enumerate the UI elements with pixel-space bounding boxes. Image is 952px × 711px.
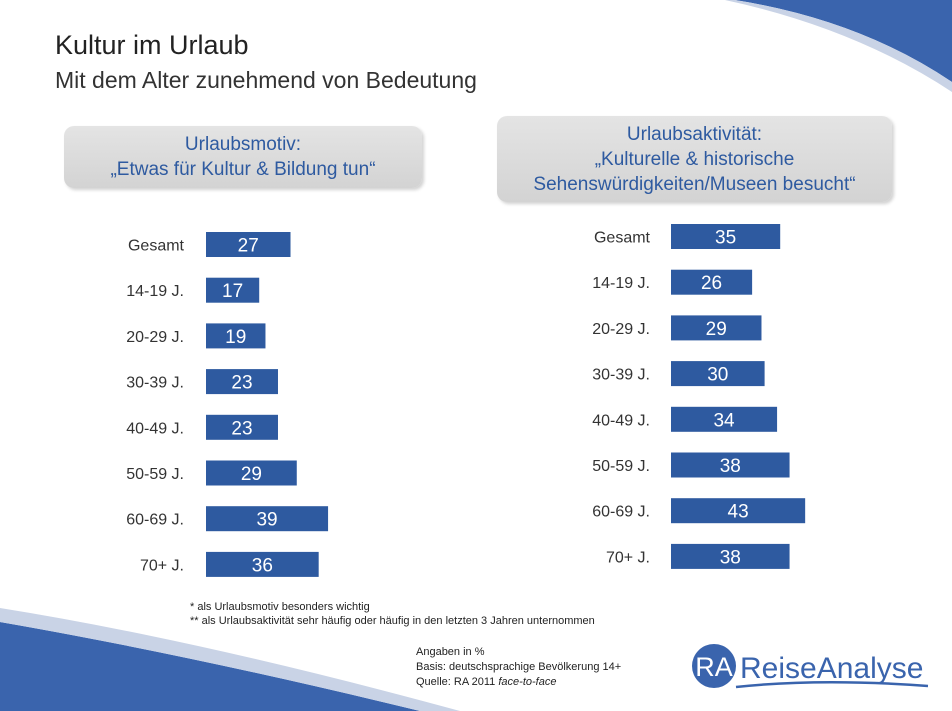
data-label: 26 [701, 273, 722, 294]
bar [206, 551, 319, 577]
footnote-1: * als Urlaubsmotiv besonders wichtig [190, 601, 370, 613]
category-label: 20-29 J. [126, 329, 184, 346]
data-label: 23 [231, 373, 252, 394]
source-info: Angaben in % Basis: deutschsprachige Bev… [416, 645, 621, 690]
source-method: face-to-face [498, 676, 557, 688]
bar [671, 498, 806, 524]
bar [671, 452, 790, 478]
bar [671, 315, 762, 341]
category-label: 60-69 J. [126, 512, 184, 529]
category-label: 50-59 J. [126, 466, 184, 483]
data-label: 38 [720, 547, 741, 568]
left-panel-line2: „Etwas für Kultur & Bildung tun“ [110, 159, 376, 180]
source-basis: Basis: deutschsprachige Bevölkerung 14+ [416, 661, 622, 673]
right-panel-line3: Sehenswürdigkeiten/Museen besucht“ [533, 173, 856, 195]
data-label: 30 [707, 365, 728, 386]
bar [206, 277, 260, 303]
data-label: 17 [222, 281, 243, 302]
data-label: 35 [715, 228, 736, 249]
category-label: 30-39 J. [126, 375, 184, 392]
source-unit: Angaben in % [416, 646, 485, 658]
logo-mark: RA [695, 652, 733, 682]
right-panel-line1: Urlaubsaktivität: [626, 123, 763, 145]
data-label: 29 [241, 464, 262, 485]
source-origin: Quelle: RA 2011 face-to-face [416, 676, 557, 688]
category-label: 20-29 J. [592, 321, 650, 338]
left-panel-header: Urlaubsmotiv: „Etwas für Kultur & Bildun… [64, 126, 422, 188]
bar [671, 269, 753, 295]
bar [671, 361, 765, 387]
data-label: 43 [728, 502, 749, 523]
left-panel-line1: Urlaubsmotiv: [184, 134, 302, 155]
data-label: 27 [238, 236, 259, 257]
bar [671, 543, 790, 569]
reiseanalyse-logo: RA ReiseAnalyse [692, 644, 929, 689]
bar [671, 406, 778, 432]
data-label: 36 [252, 555, 273, 576]
bar [671, 224, 781, 249]
category-label: Gesamt [128, 238, 185, 255]
category-label: 50-59 J. [592, 458, 650, 475]
data-label: 34 [713, 410, 735, 431]
footnotes: * als Urlaubsmotiv besonders wichtig ** … [190, 600, 595, 628]
bar [206, 460, 297, 486]
right-panel-line2: „Kulturelle & historische [594, 148, 795, 170]
footnote-2: ** als Urlaubsaktivität sehr häufig oder… [190, 615, 595, 627]
category-label: Gesamt [594, 230, 651, 247]
logo-name: ReiseAnalyse [740, 652, 923, 685]
category-label: 14-19 J. [592, 275, 650, 292]
category-label: 60-69 J. [592, 504, 650, 521]
bar [206, 232, 291, 257]
bar [206, 506, 329, 532]
category-label: 70+ J. [606, 549, 650, 566]
category-label: 14-19 J. [126, 283, 184, 300]
slide-subtitle: Mit dem Alter zunehmend von Bedeutung [55, 67, 477, 93]
category-label: 30-39 J. [592, 367, 650, 384]
data-label: 19 [225, 327, 246, 348]
category-label: 40-49 J. [126, 420, 184, 437]
bottom-left-swoosh [0, 622, 420, 711]
data-label: 29 [706, 319, 727, 340]
bar [206, 414, 278, 440]
bar [206, 323, 266, 349]
bar [206, 369, 278, 395]
data-label: 39 [256, 510, 277, 531]
data-label: 23 [231, 418, 252, 439]
data-label: 38 [720, 456, 741, 477]
top-right-swoosh [735, 0, 952, 82]
category-label: 40-49 J. [592, 412, 650, 429]
category-label: 70+ J. [140, 557, 184, 574]
right-panel-header: Urlaubsaktivität: „Kulturelle & historis… [497, 116, 892, 202]
slide-title: Kultur im Urlaub [55, 30, 249, 60]
